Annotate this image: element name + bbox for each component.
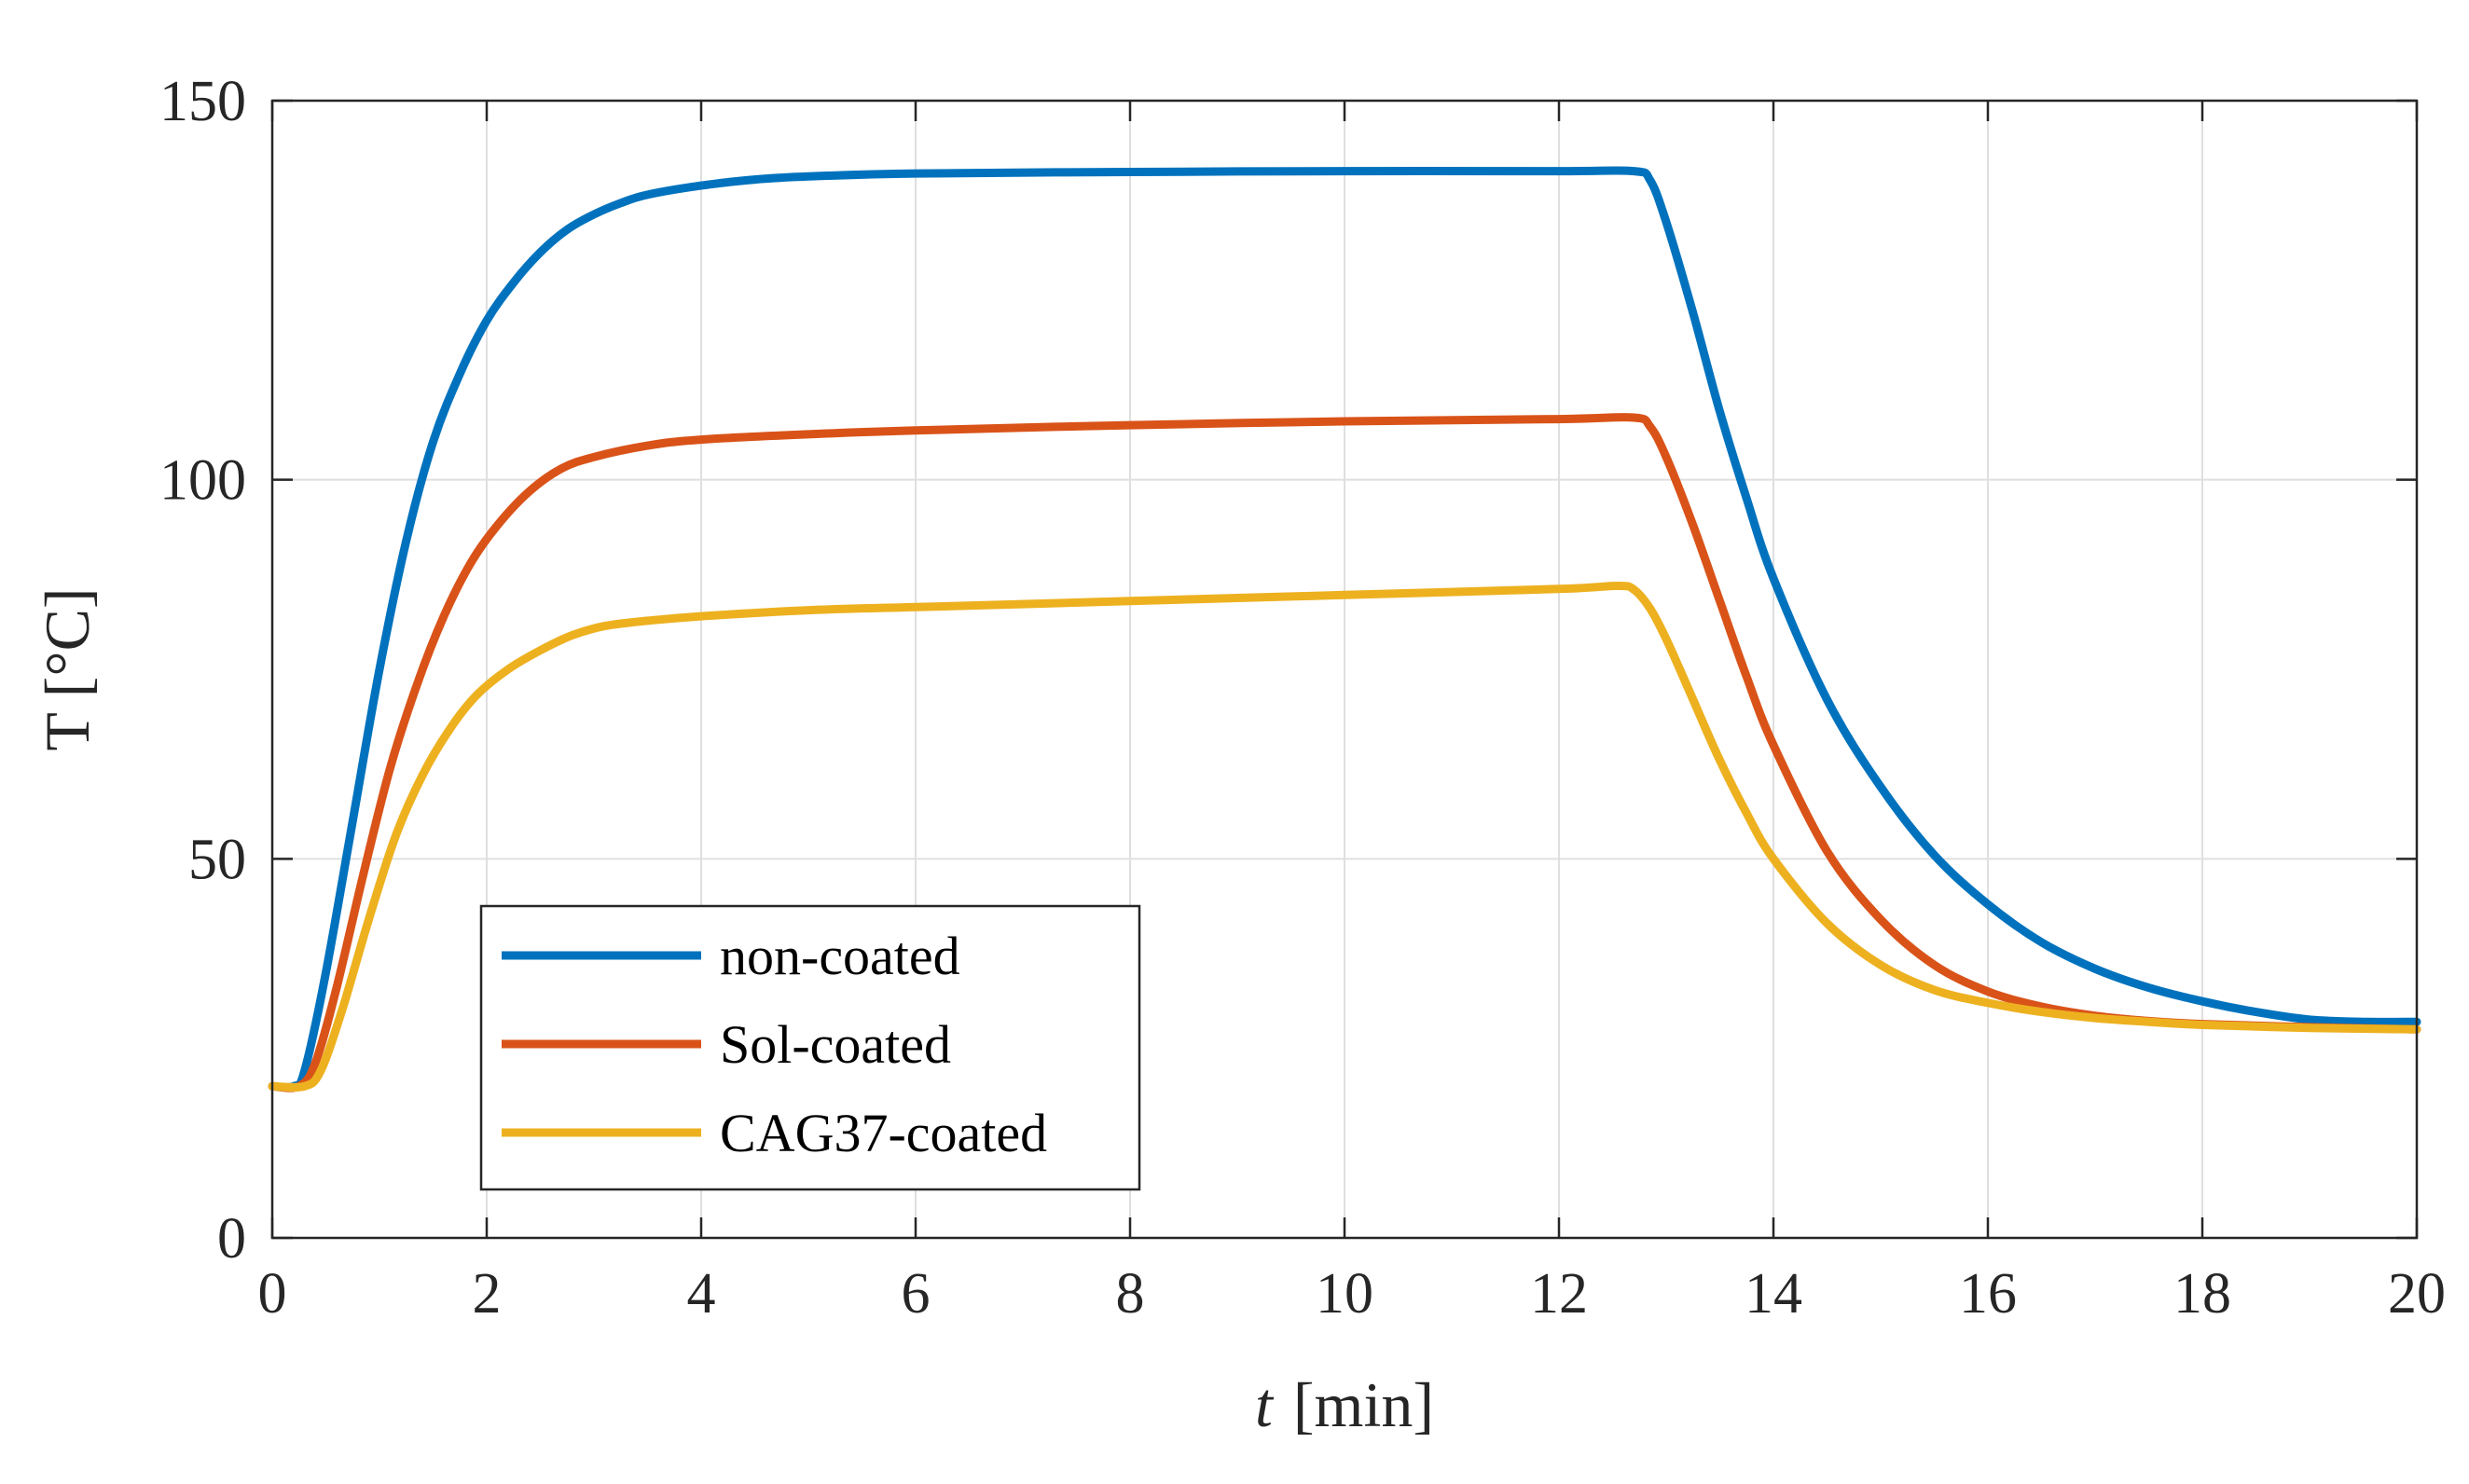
grid: [272, 101, 2417, 1238]
series-lines: [268, 166, 2421, 1092]
y-axis-label: T [°C]: [32, 587, 103, 750]
x-tick-label: 4: [687, 1262, 716, 1326]
y-tick-labels: 0 50 100 150: [159, 70, 246, 1271]
series-line-0: [268, 166, 2421, 1092]
x-tick-label: 0: [258, 1262, 287, 1326]
legend-label-1: Sol-coated: [720, 1014, 951, 1075]
y-tick-label: 100: [159, 449, 246, 513]
x-tick-labels: 0 2 4 6 8 10 12 14 16 18 20: [258, 1262, 2447, 1326]
legend: non-coated Sol-coated CAG37-coated: [479, 904, 1141, 1191]
y-tick-label: 0: [217, 1207, 246, 1271]
x-tick-label: 8: [1116, 1262, 1145, 1326]
x-tick-label: 6: [902, 1262, 931, 1326]
y-tick-label: 50: [188, 828, 246, 891]
x-axis-variable: t: [1255, 1369, 1275, 1440]
x-tick-label: 2: [473, 1262, 502, 1326]
series-line-2: [268, 581, 2421, 1092]
series-line-1: [268, 413, 2421, 1092]
x-tick-label: 14: [1745, 1262, 1802, 1326]
legend-label-2: CAG37-coated: [720, 1103, 1047, 1163]
x-tick-label: 16: [1959, 1262, 2017, 1326]
x-tick-label: 10: [1316, 1262, 1373, 1326]
y-tick-label: 150: [159, 70, 246, 133]
x-tick-label: 20: [2388, 1262, 2446, 1326]
legend-label-0: non-coated: [720, 926, 960, 986]
x-axis-label: t [min]: [1255, 1369, 1434, 1440]
x-tick-label: 12: [1530, 1262, 1588, 1326]
x-tick-label: 18: [2173, 1262, 2231, 1326]
x-axis-unit: [min]: [1293, 1369, 1434, 1440]
axis-ticks: [270, 99, 2419, 1240]
